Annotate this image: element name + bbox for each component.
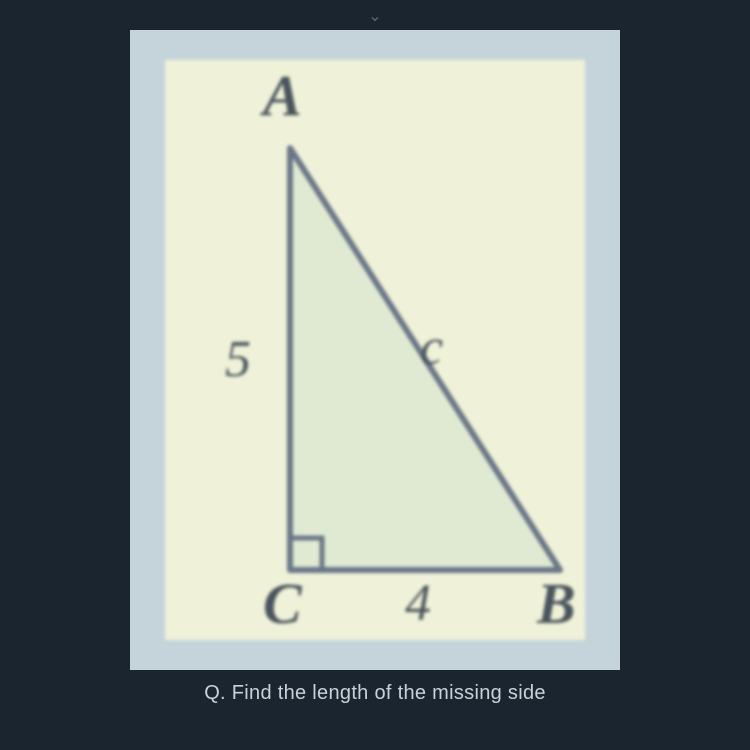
question-body: Find the length of the missing side [232, 682, 546, 704]
side-ab-label: c [420, 318, 443, 377]
side-cb-label: 4 [405, 574, 431, 633]
side-ac-label: 5 [225, 330, 251, 389]
question-prefix: Q. [204, 682, 226, 704]
vertex-b-label: B [537, 570, 576, 637]
triangle-diagram: A C B 5 4 c [165, 60, 585, 640]
question-text: Q. Find the length of the missing side [204, 682, 546, 705]
vertex-a-label: A [263, 62, 302, 129]
diagram-frame: A C B 5 4 c [130, 30, 620, 670]
vertex-c-label: C [263, 570, 302, 637]
top-indicator-icon: ⌄ [368, 6, 381, 26]
